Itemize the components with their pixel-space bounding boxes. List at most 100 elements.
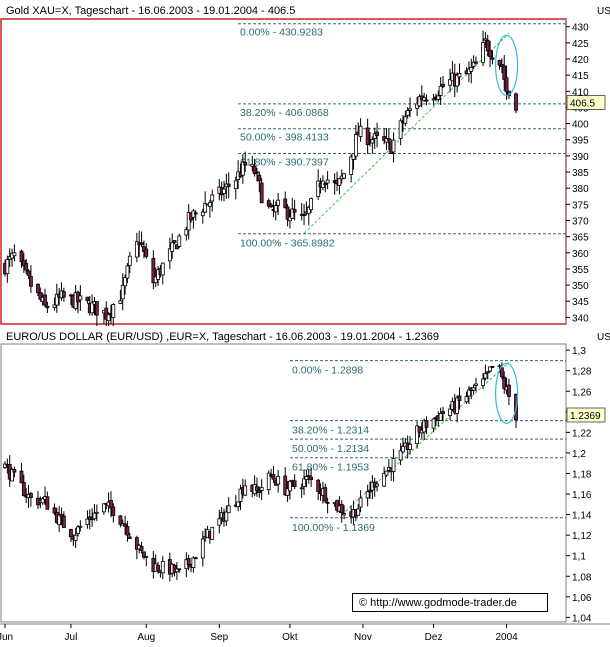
candle-body	[111, 304, 116, 318]
y-tick-label: 415	[572, 71, 589, 82]
candle-body	[485, 371, 490, 374]
copyright-box[interactable]: © http://www.godmode-trader.de	[352, 593, 548, 612]
candle-body	[469, 66, 474, 72]
y-tick-label: 395	[572, 136, 589, 147]
candle-body	[90, 302, 95, 314]
candles	[3, 30, 518, 326]
candle-body	[109, 500, 113, 509]
candle-body	[19, 250, 24, 263]
candle-body	[368, 490, 372, 493]
candle-body	[76, 526, 80, 534]
candle-body	[353, 133, 358, 157]
x-tick-label: Nov	[354, 632, 372, 643]
candle-body	[175, 568, 179, 573]
fib-label: 50.00% - 1.2134	[292, 443, 369, 455]
fib-label: 38.20% - 1.2314	[292, 425, 369, 437]
candle-body	[398, 120, 403, 139]
candle-body	[255, 486, 259, 491]
candle-body	[94, 511, 99, 514]
candle-body	[342, 173, 346, 179]
y-tick-label: 1,12	[572, 531, 592, 542]
candle-body	[184, 229, 189, 236]
candle-body	[226, 183, 231, 187]
y-tick-label: 365	[572, 233, 589, 244]
candle-body	[457, 73, 462, 78]
y-tick-label: 1,04	[572, 613, 592, 623]
candle-body	[285, 206, 290, 220]
y-tick-label: 410	[572, 87, 589, 98]
candle-body	[144, 248, 149, 257]
candle-body	[236, 501, 241, 508]
gold-chart-panel[interactable]: Gold XAU=X, Tageschart - 16.06.2003 - 19…	[0, 0, 610, 326]
candle-body	[337, 178, 342, 186]
candle-body	[273, 205, 278, 213]
candle-body	[417, 426, 422, 433]
candle-body	[386, 138, 391, 141]
fib-label: 50.00% - 398.4133	[240, 132, 329, 144]
candle-body	[111, 506, 116, 516]
candle-body	[207, 202, 212, 207]
candle-body	[172, 240, 177, 244]
candle-body	[52, 507, 57, 514]
candle-body	[191, 557, 196, 568]
y-tick-label: 1,26	[572, 387, 592, 398]
chart-title: EURO/US DOLLAR (EUR/USD) ,EUR=X, Tagesch…	[6, 331, 439, 343]
candle-body	[177, 235, 182, 247]
candle-body	[226, 505, 231, 514]
axis-corner-label: US	[597, 332, 610, 343]
candle-body	[316, 479, 321, 492]
fib-label: 61.80% - 390.7397	[240, 157, 329, 169]
candle-body	[490, 366, 495, 368]
highlight-ellipse	[494, 34, 519, 97]
eurusd-chart-panel[interactable]: EURO/US DOLLAR (EUR/USD) ,EUR=X, Tagesch…	[0, 326, 610, 623]
candle-body	[488, 366, 492, 372]
candle-body	[139, 545, 144, 551]
candle-body	[193, 212, 198, 215]
y-tick-label: 430	[572, 23, 589, 34]
candle-body	[217, 518, 222, 526]
y-tick-label: 385	[572, 168, 589, 179]
candle-body	[120, 284, 125, 300]
candle-body	[497, 60, 502, 66]
candle-body	[391, 139, 396, 153]
fib-label: 0.00% - 1.2898	[292, 365, 363, 377]
y-tick-label: 1,3	[572, 346, 586, 357]
candle-body	[106, 314, 111, 322]
candle-body	[403, 116, 408, 124]
candle-body	[504, 77, 509, 93]
candle-body	[29, 276, 33, 287]
candle-body	[448, 408, 452, 416]
candle-body	[483, 38, 488, 41]
candle-body	[325, 179, 330, 184]
candle-body	[233, 180, 238, 190]
candle-body	[200, 211, 205, 217]
plot-frame	[0, 18, 567, 325]
y-tick-label: 1,22	[572, 428, 592, 439]
candle-body	[502, 376, 507, 389]
candle-body	[497, 365, 502, 368]
candle-body	[69, 529, 73, 538]
candle-body	[160, 262, 165, 276]
candle-body	[222, 188, 226, 195]
candle-body	[474, 383, 478, 386]
eurusd-chart-svg: EURO/US DOLLAR (EUR/USD) ,EUR=X, Tagesch…	[0, 331, 610, 623]
candle-body	[438, 85, 443, 96]
candle-body	[61, 291, 66, 298]
candle-body	[302, 478, 306, 487]
candle-body	[401, 445, 405, 453]
candle-body	[285, 488, 290, 496]
candle-body	[422, 97, 427, 101]
y-tick-label: 350	[572, 281, 589, 292]
trendline	[303, 32, 510, 234]
candle-body	[102, 503, 106, 513]
candle-body	[54, 293, 59, 306]
y-tick-label: 355	[572, 265, 589, 276]
y-tick-label: 360	[572, 249, 589, 260]
candle-body	[490, 57, 495, 60]
fib-label: 0.00% - 430.9283	[240, 27, 323, 39]
candle-body	[125, 526, 130, 536]
candle-body	[306, 475, 311, 477]
candle-body	[21, 481, 26, 496]
candle-body	[224, 511, 229, 522]
axis-corner-label: US	[597, 6, 610, 17]
